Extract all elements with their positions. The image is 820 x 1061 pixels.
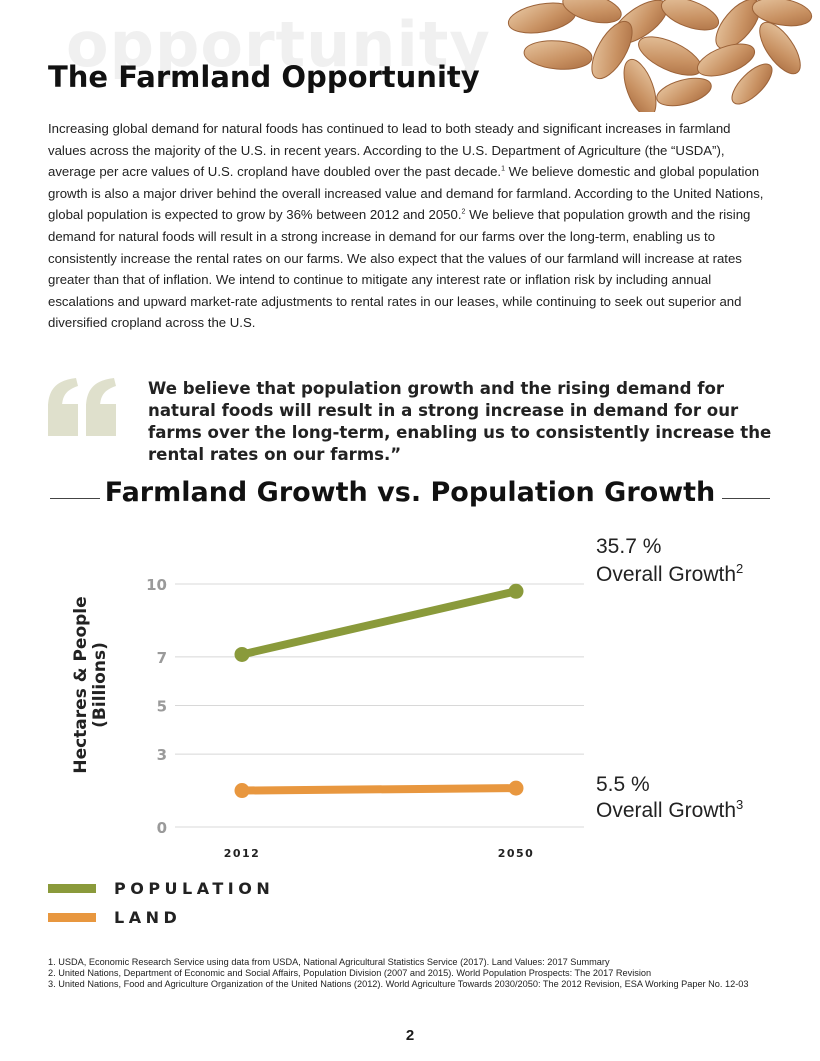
chart-legend: POPULATION LAND: [48, 874, 274, 932]
series-line-population: [238, 587, 520, 659]
data-point-land: [234, 783, 250, 799]
y-axis-label-unit: (Billions): [90, 642, 110, 728]
data-point-land: [508, 780, 524, 796]
background-watermark-word: opportunity: [66, 8, 491, 81]
legend-label-land: LAND: [114, 908, 182, 927]
quote-mark-icon: [48, 378, 116, 436]
footnote-1: 1. USDA, Economic Research Service using…: [48, 957, 610, 967]
title-rule-right: [722, 498, 770, 499]
y-tick-label: 0: [157, 819, 167, 837]
title-rule-left: [50, 498, 100, 499]
y-axis-label: Hectares & People: [71, 596, 91, 773]
legend-label-population: POPULATION: [114, 879, 275, 898]
page-number: 2: [405, 1027, 415, 1044]
growth-annotation-label: Overall Growth3: [596, 797, 743, 822]
annotation-footnote-ref: 2: [736, 561, 743, 576]
data-point-population: [508, 583, 524, 599]
footnote-ref-1: 1: [501, 165, 505, 173]
body-paragraph: Increasing global demand for natural foo…: [48, 118, 772, 334]
legend-item-population: POPULATION: [48, 874, 274, 903]
annotation-footnote-ref: 3: [736, 797, 743, 812]
growth-annotation-value: 35.7 %: [596, 535, 661, 558]
chart-title: Farmland Growth vs. Population Growth: [104, 477, 716, 508]
growth-annotation-value: 5.5 %: [596, 773, 650, 796]
page-title: The Farmland Opportunity: [48, 60, 480, 94]
body-text-part-1: Increasing global demand for natural foo…: [48, 121, 731, 180]
pull-quote: We believe that population growth and th…: [148, 379, 772, 464]
y-tick-label: 7: [157, 649, 167, 667]
body-text-part-3: We believe that population growth and th…: [48, 207, 751, 331]
series-line-land: [238, 784, 520, 795]
footnote-3: 3. United Nations, Food and Agriculture …: [48, 979, 749, 989]
y-tick-label: 10: [146, 576, 167, 594]
data-point-population: [234, 646, 250, 662]
legend-swatch-population: [48, 884, 96, 893]
x-tick-label: 2050: [498, 847, 535, 860]
growth-annotation-label: Overall Growth2: [596, 561, 743, 586]
x-tick-label: 2012: [224, 847, 261, 860]
footnote-ref-2: 2: [461, 208, 466, 216]
line-chart: Hectares & People (Billions) 0 3 5 7 10 2012 2…: [71, 535, 743, 860]
legend-item-land: LAND: [48, 903, 274, 932]
legend-swatch-land: [48, 913, 96, 922]
y-tick-label: 3: [157, 746, 167, 764]
y-tick-label: 5: [157, 698, 167, 716]
body-text-part-2: We believe domestic and global populatio…: [48, 164, 764, 223]
almonds-image: [507, 0, 813, 112]
footnote-2: 2. United Nations, Department of Economi…: [48, 968, 652, 978]
footnotes: 1. USDA, Economic Research Service using…: [48, 957, 749, 990]
